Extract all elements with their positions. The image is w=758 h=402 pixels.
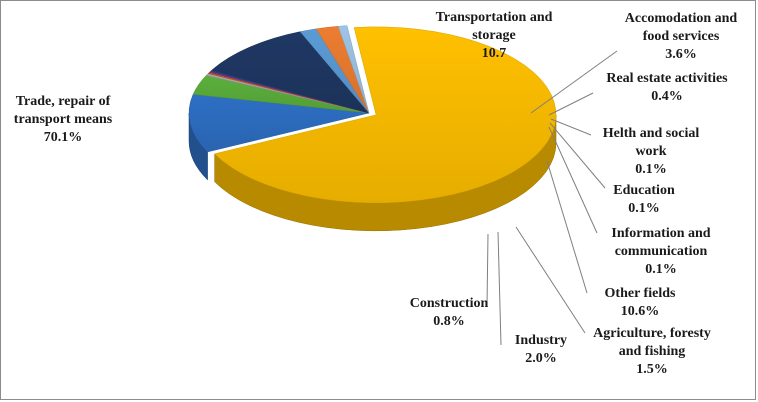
data-label-construction: Construction 0.8% bbox=[410, 296, 489, 329]
data-label-information-and-communication: Information and communication 0.1% bbox=[611, 226, 710, 277]
leader-line-other-fields bbox=[546, 160, 588, 294]
data-label-line: 1.5% bbox=[636, 362, 668, 377]
leader-line-agriculture-foresty-and-fishing bbox=[515, 226, 586, 334]
data-label-line: Industry bbox=[515, 333, 567, 348]
leader-line-construction bbox=[486, 233, 489, 308]
data-label-industry: Industry 2.0% bbox=[515, 333, 567, 366]
data-label-line: 3.6% bbox=[665, 47, 697, 62]
data-label-line: 0.1% bbox=[635, 162, 667, 177]
data-label-line: Real estate activities bbox=[606, 71, 728, 86]
leader-line-education bbox=[549, 122, 606, 189]
pie-slice-construction bbox=[337, 25, 370, 114]
leader-line-information-and-communication bbox=[548, 126, 598, 234]
data-label-agriculture-foresty-and-fishing: Agriculture, foresty and fishing 1.5% bbox=[593, 326, 711, 377]
leader-line-helth-and-social-work bbox=[550, 118, 592, 136]
data-label-line: communication bbox=[615, 244, 708, 259]
data-label-line: storage bbox=[472, 28, 516, 43]
data-label-line: 10.7 bbox=[482, 46, 507, 61]
leader-line-industry bbox=[497, 231, 502, 346]
data-label-line: Transportation and bbox=[436, 10, 553, 25]
data-label-line: Helth and social bbox=[603, 126, 700, 141]
data-label-line: work bbox=[635, 144, 666, 159]
data-label-trade-repair-of-transport-means: Trade, repair of transport means 70.1% bbox=[14, 94, 113, 145]
data-label-helth-and-social-work: Helth and social work 0.1% bbox=[603, 126, 700, 177]
data-label-line: transport means bbox=[14, 112, 113, 127]
pie-top-faces bbox=[188, 25, 557, 204]
data-label-line: 0.1% bbox=[628, 201, 660, 216]
leader-line-real-estate-activities bbox=[548, 92, 594, 116]
data-label-line: 70.1% bbox=[44, 130, 83, 145]
data-label-line: and fishing bbox=[619, 344, 686, 359]
data-label-line: 10.6% bbox=[621, 304, 660, 319]
data-label-line: Accomodation and bbox=[625, 11, 738, 26]
data-label-transportation-and-storage: Transportation and storage 10.7 bbox=[436, 10, 553, 61]
data-label-line: Information and bbox=[611, 226, 710, 241]
data-label-other-fields: Other fields 10.6% bbox=[605, 286, 676, 319]
leader-line-accomodation-and-food-services bbox=[530, 50, 618, 114]
data-label-line: 0.8% bbox=[433, 314, 465, 329]
data-label-line: Other fields bbox=[605, 286, 676, 301]
data-label-real-estate-activities: Real estate activities 0.4% bbox=[606, 71, 728, 104]
data-label-line: 2.0% bbox=[525, 351, 557, 366]
data-label-accomodation-and-food-services: Accomodation and food services 3.6% bbox=[625, 11, 738, 62]
data-label-line: food services bbox=[643, 29, 720, 44]
data-label-line: Construction bbox=[410, 296, 489, 311]
data-label-line: Trade, repair of bbox=[16, 94, 111, 109]
data-label-line: 0.4% bbox=[651, 89, 683, 104]
leader-lines bbox=[486, 50, 618, 346]
data-label-line: 0.1% bbox=[645, 262, 677, 277]
data-labels: Trade, repair of transport means 70.1% Tran… bbox=[14, 10, 738, 377]
pie-slice-transportation-and-storage bbox=[188, 94, 370, 153]
data-label-line: Agriculture, foresty bbox=[593, 326, 711, 341]
data-label-line: Education bbox=[613, 183, 675, 198]
pie-slice-other-fields bbox=[211, 31, 370, 114]
data-label-education: Education 0.1% bbox=[613, 183, 675, 216]
pie-slice-trade-repair-of-transport-means bbox=[214, 26, 557, 204]
